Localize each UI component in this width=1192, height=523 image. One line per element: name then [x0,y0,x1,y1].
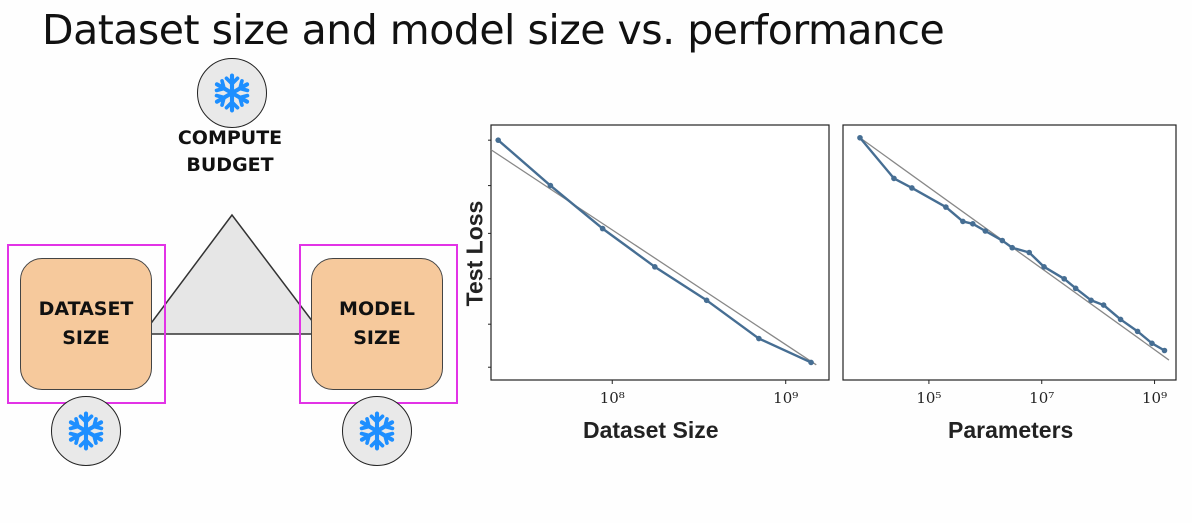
data-point [970,221,976,227]
data-point [999,237,1006,244]
data-point [652,264,658,270]
dataset-size-axis-title: Dataset Size [583,417,719,443]
dataset-snowflake-circle [51,396,121,466]
model-label-line2: SIZE [353,327,401,349]
trend-line [490,149,817,366]
data-point [1117,316,1124,323]
dataset-label-line1: DATASET [38,298,134,320]
model-snowflake-circle [342,396,412,466]
data-point [1061,275,1067,282]
compute-label-line1: COMPUTE [177,127,283,149]
data-point [1072,285,1079,292]
dataset-highlight-frame [7,244,166,404]
data-point [891,175,897,182]
dataset-size-box: DATASET SIZE [20,258,152,390]
data-point [1161,347,1168,354]
data-point [495,137,501,143]
x-tick-label: 10⁷ [1029,389,1054,407]
page-title: Dataset size and model size vs. performa… [42,6,945,54]
data-point [857,134,863,141]
compute-budget-label: COMPUTE BUDGET [140,125,320,179]
data-point [943,204,949,210]
data-point [909,185,915,191]
model-label-line1: MODEL [339,298,415,320]
parameters-chart: 10⁵ 10⁷ 10⁹ [842,124,1177,407]
data-point [547,182,554,189]
data-point [1149,340,1155,347]
parameters-axis-title: Parameters [948,417,1074,443]
compute-snowflake-circle [197,58,267,128]
plot-frame [490,124,830,381]
x-tick-label: 10⁵ [916,389,941,407]
data-point [599,225,606,232]
triangle-shape [141,213,324,335]
data-point [703,297,710,304]
x-tick-label: 10⁹ [1142,389,1167,407]
x-tick-label: 10⁹ [773,389,798,407]
y-axis-title: Test Loss [461,200,488,307]
data-point [1088,297,1094,304]
data-point [808,359,814,366]
model-size-box: MODEL SIZE [311,258,443,390]
plot-frame [842,124,1177,381]
data-point [1026,249,1033,256]
x-tick-label: 10⁸ [600,389,625,407]
data-point [1100,302,1107,308]
dataset-size-chart: 10⁸ 10⁹ [488,124,830,407]
data-point [1009,244,1016,251]
snowflake-icon [68,411,104,451]
dataset-label-line2: SIZE [62,327,110,349]
data-point [1041,264,1047,270]
snowflake-icon [214,73,250,113]
data-point [982,228,989,234]
data-point [960,218,966,225]
data-point [1134,328,1141,335]
data-point [756,335,762,342]
snowflake-icon [359,411,395,451]
compute-label-line2: BUDGET [186,154,274,176]
model-highlight-frame [299,244,458,404]
